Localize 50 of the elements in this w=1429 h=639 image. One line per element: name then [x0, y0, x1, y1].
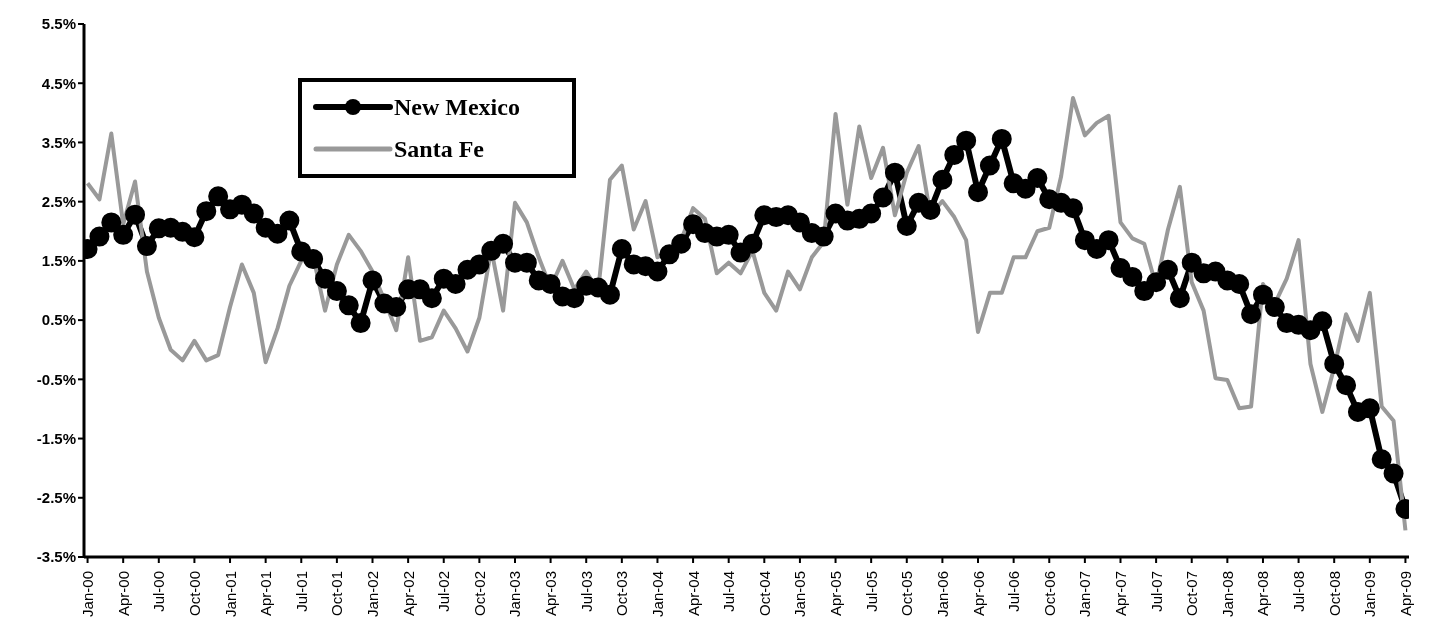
y-tick-label: -2.5% [36, 489, 76, 507]
x-tick-label: Jan-04 [648, 571, 666, 617]
x-tick-label: Oct-04 [755, 571, 773, 617]
x-tick-label: Jan-07 [1076, 571, 1094, 617]
x-tick-label: Jul-08 [1290, 571, 1308, 612]
x-tick-label: Apr-05 [827, 571, 845, 617]
y-tick-label: -1.5% [36, 429, 76, 447]
x-tick-label: Jul-00 [150, 571, 168, 612]
x-tick-label: Jul-07 [1147, 571, 1165, 612]
x-tick-label: Jul-04 [720, 571, 738, 612]
x-tick-label: Apr-07 [1111, 571, 1129, 617]
x-tick-label: Apr-06 [969, 571, 987, 617]
x-tick-label: Jan-02 [364, 571, 382, 617]
y-tick-label: 5.5% [41, 15, 76, 33]
y-tick-label: 4.5% [41, 74, 76, 92]
x-tick-label: Jul-06 [1005, 571, 1023, 612]
x-tick-label: Oct-06 [1040, 571, 1058, 617]
y-tick-label: -0.5% [36, 370, 76, 388]
x-tick-label: Oct-07 [1183, 571, 1201, 617]
x-tick-label: Apr-00 [114, 571, 132, 617]
x-tick-label: Oct-01 [328, 571, 346, 617]
x-tick-label: Apr-03 [542, 571, 560, 617]
x-tick-label: Oct-00 [185, 571, 203, 617]
x-tick-label: Jan-01 [221, 571, 239, 617]
x-tick-label: Oct-03 [613, 571, 631, 617]
y-tick-label: 0.5% [41, 311, 76, 329]
legend-label: New Mexico [394, 93, 520, 121]
x-tick-label: Oct-05 [898, 571, 916, 617]
x-tick-label: Jan-09 [1361, 571, 1379, 617]
x-tick-label: Jan-03 [506, 571, 524, 617]
x-tick-label: Jul-02 [435, 571, 453, 612]
x-tick-label: Jul-03 [577, 571, 595, 612]
x-tick-label: Apr-01 [257, 571, 275, 617]
x-tick-label: Jul-01 [292, 571, 310, 612]
x-tick-label: Oct-02 [470, 571, 488, 617]
x-tick-label: Apr-09 [1396, 571, 1414, 617]
x-tick-label: Apr-04 [684, 571, 702, 617]
x-tick-label: Apr-08 [1254, 571, 1272, 617]
x-tick-label: Jul-05 [862, 571, 880, 612]
y-tick-label: -3.5% [36, 548, 76, 566]
x-tick-label: Jan-05 [791, 571, 809, 617]
x-tick-label: Jan-08 [1218, 571, 1236, 617]
legend-label: Santa Fe [394, 135, 484, 163]
y-tick-label: 3.5% [41, 133, 76, 151]
y-tick-label: 2.5% [41, 192, 76, 210]
x-tick-label: Jan-06 [933, 571, 951, 617]
y-tick-label: 1.5% [41, 252, 76, 270]
x-tick-label: Oct-08 [1325, 571, 1343, 617]
x-tick-label: Apr-02 [399, 571, 417, 617]
x-tick-label: Jan-00 [79, 571, 97, 617]
